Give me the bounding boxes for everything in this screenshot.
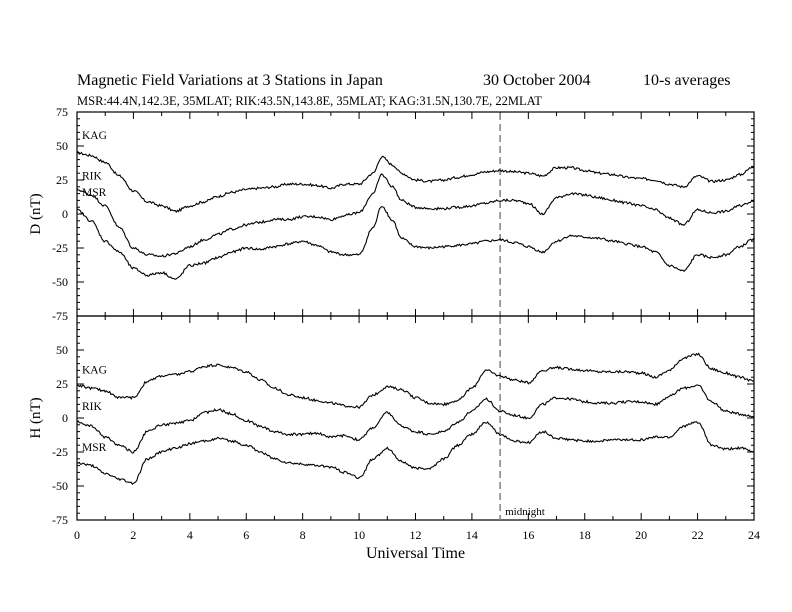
y-tick-label: 25 — [56, 173, 68, 187]
y-axis-label: D (nT) — [28, 193, 44, 234]
averaging-note: 10-s averages — [643, 72, 731, 89]
y-tick-label: -75 — [52, 309, 68, 323]
y-tick-label: 75 — [56, 105, 68, 119]
y-tick-label: 50 — [56, 343, 68, 357]
x-tick-label: 0 — [74, 528, 80, 542]
series-label-kag: KAG — [82, 364, 107, 376]
series-label-msr: MSR — [82, 187, 107, 199]
chart-date: 30 October 2004 — [483, 72, 591, 89]
chart-title: Magnetic Field Variations at 3 Stations … — [77, 72, 383, 89]
series-label-rik: RIK — [82, 171, 103, 183]
series-line-kag — [77, 151, 755, 213]
panel-frame — [76, 111, 755, 317]
y-tick-label: -50 — [52, 275, 68, 289]
series-line-msr — [77, 421, 755, 486]
x-tick-label: 4 — [187, 528, 193, 542]
x-tick-label: 16 — [522, 528, 534, 542]
panel-frame — [76, 315, 755, 521]
y-tick-label: -50 — [52, 479, 68, 493]
station-coordinates: MSR:44.4N,142.3E, 35MLAT; RIK:43.5N,143.… — [77, 94, 542, 108]
x-tick-label: 10 — [353, 528, 365, 542]
x-tick-label: 24 — [748, 528, 760, 542]
y-tick-label: -25 — [52, 445, 68, 459]
x-tick-label: 12 — [410, 528, 422, 542]
series-line-rik — [76, 173, 755, 258]
y-tick-label: 25 — [56, 377, 68, 391]
x-axis-label: Universal Time — [366, 545, 465, 562]
x-tick-label: 22 — [692, 528, 704, 542]
y-tick-label: 50 — [56, 139, 68, 153]
x-tick-label: 18 — [579, 528, 591, 542]
series-line-msr — [76, 205, 755, 280]
x-tick-label: 2 — [130, 528, 136, 542]
annotation-midnight: midnight — [505, 506, 545, 518]
x-tick-label: 20 — [635, 528, 647, 542]
series-line-rik — [76, 384, 755, 454]
y-tick-label: -75 — [52, 513, 68, 527]
y-tick-label: 0 — [62, 207, 68, 221]
x-tick-label: 8 — [300, 528, 306, 542]
series-label-msr: MSR — [82, 442, 107, 454]
y-tick-label: 0 — [62, 411, 68, 425]
series-label-rik: RIK — [82, 401, 103, 413]
x-tick-label: 14 — [466, 528, 478, 542]
x-tick-label: 6 — [243, 528, 249, 542]
series-label-kag: KAG — [82, 130, 107, 142]
y-axis-label: H (nT) — [28, 397, 44, 438]
series-line-kag — [76, 352, 755, 410]
y-tick-label: -25 — [52, 241, 68, 255]
